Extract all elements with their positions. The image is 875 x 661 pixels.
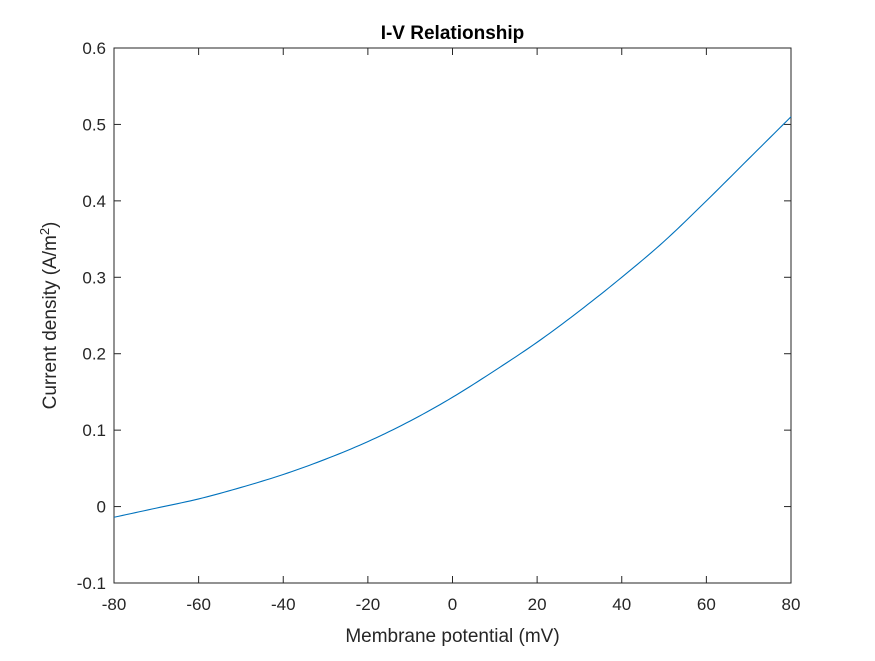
y-tick-label: 0.6 [82, 39, 106, 58]
x-tick-label: 40 [612, 595, 631, 614]
y-axis-label-text: Current density (A/m [40, 235, 61, 409]
x-tick-label: -40 [271, 595, 296, 614]
x-tick-label: -80 [102, 595, 127, 614]
plot-area: -80 -60 -40 -20 0 20 40 60 80 -0.1 0 0.1 0.2 0.3 0.4 0… [77, 39, 801, 614]
y-tick-labels: -0.1 0 0.1 0.2 0.3 0.4 0.5 0.6 [77, 39, 106, 593]
x-tick-label: 80 [782, 595, 801, 614]
chart-title: I-V Relationship [381, 23, 525, 44]
y-tick-label: 0.5 [82, 115, 106, 134]
y-tick-label: 0.4 [82, 192, 106, 211]
y-tick-label: 0.3 [82, 268, 106, 287]
y-axis-label: Current density (A/m2) [37, 222, 62, 410]
y-axis-label-suffix: ) [40, 222, 61, 228]
x-tick-label: -20 [356, 595, 381, 614]
iv-curve [113, 116, 792, 518]
y-axis-label-superscript: 2 [37, 228, 52, 235]
axes-box [113, 47, 792, 584]
x-tick-label: 0 [448, 595, 457, 614]
y-tick-label: 0.1 [82, 421, 106, 440]
x-tick-label: 60 [697, 595, 716, 614]
y-tick-label: 0 [97, 498, 106, 517]
tick-marks [113, 47, 792, 584]
x-tick-label: 20 [528, 595, 547, 614]
x-axis-label: Membrane potential (mV) [345, 626, 559, 647]
x-tick-labels: -80 -60 -40 -20 0 20 40 60 80 [102, 595, 801, 614]
x-tick-label: -60 [186, 595, 211, 614]
y-tick-label: -0.1 [77, 574, 106, 593]
y-tick-label: 0.2 [82, 345, 106, 364]
series-layer [113, 116, 792, 518]
